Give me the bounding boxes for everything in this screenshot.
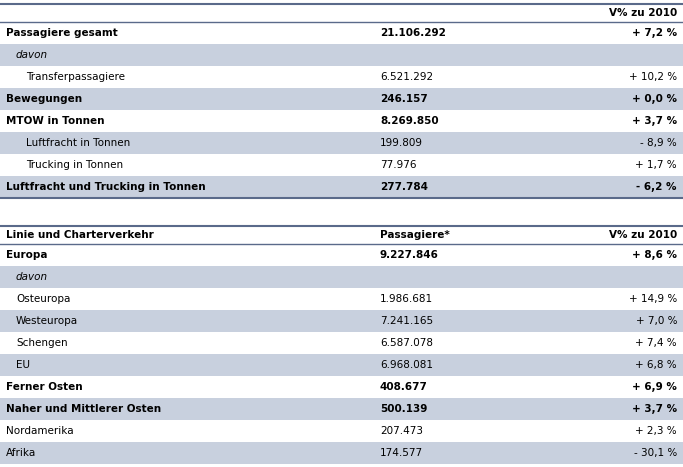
Text: Ferner Osten: Ferner Osten <box>6 382 83 392</box>
Text: Osteuropa: Osteuropa <box>16 294 70 304</box>
Text: + 14,9 %: + 14,9 % <box>629 294 677 304</box>
Bar <box>0 398 683 420</box>
Text: V% zu 2010: V% zu 2010 <box>609 8 677 18</box>
Bar <box>0 244 683 266</box>
Text: + 6,9 %: + 6,9 % <box>632 382 677 392</box>
Text: Transferpassagiere: Transferpassagiere <box>26 72 125 82</box>
Text: 6.968.081: 6.968.081 <box>380 360 433 370</box>
Text: 207.473: 207.473 <box>380 426 423 436</box>
Text: 6.521.292: 6.521.292 <box>380 72 433 82</box>
Text: Linie und Charterverkehr: Linie und Charterverkehr <box>6 230 154 240</box>
Text: Westeuropa: Westeuropa <box>16 316 78 326</box>
Text: 500.139: 500.139 <box>380 404 428 414</box>
Text: 9.227.846: 9.227.846 <box>380 250 439 260</box>
Text: + 7,0 %: + 7,0 % <box>635 316 677 326</box>
Text: V% zu 2010: V% zu 2010 <box>609 230 677 240</box>
Text: Europa: Europa <box>6 250 48 260</box>
Text: Afrika: Afrika <box>6 448 36 458</box>
Bar <box>0 354 683 376</box>
Bar <box>0 310 683 332</box>
Text: + 0,0 %: + 0,0 % <box>632 94 677 104</box>
Text: 277.784: 277.784 <box>380 182 428 192</box>
Text: 174.577: 174.577 <box>380 448 423 458</box>
Text: + 10,2 %: + 10,2 % <box>629 72 677 82</box>
Text: 246.157: 246.157 <box>380 94 428 104</box>
Bar <box>0 66 683 88</box>
Bar <box>0 420 683 442</box>
Text: - 8,9 %: - 8,9 % <box>640 138 677 148</box>
Bar <box>0 88 683 110</box>
Text: Passagiere gesamt: Passagiere gesamt <box>6 28 117 38</box>
Text: + 7,2 %: + 7,2 % <box>632 28 677 38</box>
Text: + 3,7 %: + 3,7 % <box>632 116 677 126</box>
Text: Trucking in Tonnen: Trucking in Tonnen <box>26 160 123 170</box>
Bar <box>0 332 683 354</box>
Text: Nordamerika: Nordamerika <box>6 426 74 436</box>
Bar <box>0 226 683 244</box>
Text: - 30,1 %: - 30,1 % <box>634 448 677 458</box>
Bar <box>0 44 683 66</box>
Bar <box>0 288 683 310</box>
Bar <box>0 442 683 464</box>
Text: Bewegungen: Bewegungen <box>6 94 82 104</box>
Bar <box>0 464 683 467</box>
Text: 8.269.850: 8.269.850 <box>380 116 438 126</box>
Text: Luftfracht in Tonnen: Luftfracht in Tonnen <box>26 138 130 148</box>
Text: Naher und Mittlerer Osten: Naher und Mittlerer Osten <box>6 404 161 414</box>
Bar <box>0 110 683 132</box>
Text: 21.106.292: 21.106.292 <box>380 28 446 38</box>
Bar <box>0 176 683 198</box>
Text: davon: davon <box>16 272 48 282</box>
Text: davon: davon <box>16 50 48 60</box>
Text: Schengen: Schengen <box>16 338 68 348</box>
Text: + 7,4 %: + 7,4 % <box>635 338 677 348</box>
Bar <box>0 132 683 154</box>
Text: Luftfracht und Trucking in Tonnen: Luftfracht und Trucking in Tonnen <box>6 182 206 192</box>
Text: + 8,6 %: + 8,6 % <box>632 250 677 260</box>
Text: + 6,8 %: + 6,8 % <box>635 360 677 370</box>
Text: 1.986.681: 1.986.681 <box>380 294 433 304</box>
Text: + 1,7 %: + 1,7 % <box>635 160 677 170</box>
Text: 7.241.165: 7.241.165 <box>380 316 433 326</box>
Text: 77.976: 77.976 <box>380 160 417 170</box>
Bar <box>0 4 683 22</box>
Text: + 3,7 %: + 3,7 % <box>632 404 677 414</box>
Text: + 2,3 %: + 2,3 % <box>635 426 677 436</box>
Text: - 6,2 %: - 6,2 % <box>637 182 677 192</box>
Text: MTOW in Tonnen: MTOW in Tonnen <box>6 116 104 126</box>
Bar <box>0 22 683 44</box>
Text: Passagiere*: Passagiere* <box>380 230 449 240</box>
Text: 6.587.078: 6.587.078 <box>380 338 433 348</box>
Bar <box>0 376 683 398</box>
Bar <box>0 266 683 288</box>
Text: 408.677: 408.677 <box>380 382 428 392</box>
Bar <box>0 154 683 176</box>
Text: 199.809: 199.809 <box>380 138 423 148</box>
Text: EU: EU <box>16 360 30 370</box>
